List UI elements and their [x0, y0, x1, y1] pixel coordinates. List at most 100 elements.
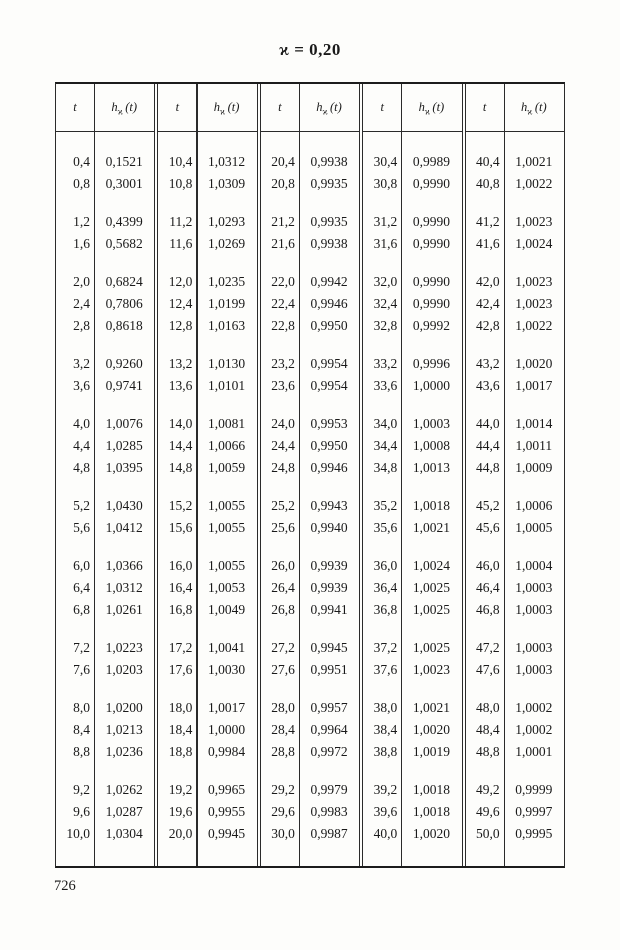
row-group-gap [56, 479, 154, 495]
table-row: 40,4 1,0021 [466, 151, 564, 173]
t-value: 6,0 [73, 558, 90, 573]
h-value: 1,0203 [105, 662, 143, 677]
h-value: 1,0025 [412, 580, 450, 595]
table-row: 3,6 0,9741 [56, 375, 154, 397]
column-headers: t hϰ (t) [56, 84, 155, 132]
table-row: 20,0 0,9945 [158, 823, 256, 845]
t-value: 0,8 [73, 176, 90, 191]
column-body: 20,4 0,9938 20,8 0,9935 21,2 0,9935 21,6 0,9938… [261, 132, 359, 866]
table-row: 10,8 1,0309 [158, 173, 256, 195]
table-row: 10,0 1,0304 [56, 823, 154, 845]
table-row: 11,2 1,0293 [158, 211, 256, 233]
row-group-gap [466, 255, 564, 271]
t-value: 14,8 [168, 460, 193, 475]
h-value: 1,0003 [515, 640, 553, 655]
table-row: 6,4 1,0312 [56, 577, 154, 599]
h-value: 1,0041 [208, 640, 246, 655]
column-headers: t hϰ (t) [465, 84, 565, 132]
t-value: 47,6 [476, 662, 500, 677]
page-number: 726 [54, 878, 76, 894]
table-row: 23,2 0,9954 [261, 353, 359, 375]
h-value: 0,9965 [208, 782, 246, 797]
h-value: 1,0309 [208, 176, 246, 191]
h-value: 0,9953 [310, 416, 348, 431]
table-row: 5,2 1,0430 [56, 495, 154, 517]
h-value: 1,0000 [208, 722, 246, 737]
h-value: 1,0009 [515, 460, 553, 475]
column-divider [298, 84, 300, 866]
t-value: 21,2 [271, 214, 295, 229]
table-row: 7,2 1,0223 [56, 637, 154, 659]
table-row: 28,8 0,9972 [261, 741, 359, 763]
t-value: 22,8 [271, 318, 295, 333]
table-title: ϰ = 0,20 [279, 40, 341, 59]
row-group-gap [261, 397, 359, 413]
table-row: 48,8 1,0001 [466, 741, 564, 763]
h-value: 0,9935 [310, 214, 348, 229]
h-value: 0,9979 [310, 782, 348, 797]
table-row: 12,4 1,0199 [158, 293, 256, 315]
table-row: 18,4 1,0000 [158, 719, 256, 741]
h-value: 1,0163 [208, 318, 246, 333]
t-value: 25,6 [271, 520, 295, 535]
table-row: 42,4 1,0023 [466, 293, 564, 315]
column-divider [401, 84, 403, 866]
t-value: 1,6 [73, 236, 90, 251]
h-value: 1,0004 [515, 558, 553, 573]
table-row: 14,4 1,0066 [158, 435, 256, 457]
table-row: 32,4 0,9990 [363, 293, 461, 315]
h-value: 1,0021 [412, 520, 450, 535]
table-row: 22,0 0,9942 [261, 271, 359, 293]
t-value: 24,4 [271, 438, 295, 453]
h-value: 1,0312 [105, 580, 143, 595]
h-column-header: hϰ (t) [111, 100, 137, 117]
h-value: 1,0055 [208, 520, 246, 535]
h-value: 1,0066 [208, 438, 246, 453]
h-value: 1,0019 [412, 744, 450, 759]
column-group: t hϰ (t) 10,4 1,0312 10,8 1,0309 11,2 1,0293 11,… [158, 84, 257, 866]
h-value: 1,0304 [105, 826, 143, 841]
table-row: 48,4 1,0002 [466, 719, 564, 741]
h-value: 0,9941 [310, 602, 348, 617]
h-value: 1,0412 [105, 520, 143, 535]
h-column-header: hϰ (t) [316, 100, 342, 117]
table-row: 38,8 1,0019 [363, 741, 461, 763]
h-value: 1,0003 [515, 662, 553, 677]
row-group-gap [261, 763, 359, 779]
table-row: 4,8 1,0395 [56, 457, 154, 479]
table-row: 35,6 1,0021 [363, 517, 461, 539]
t-value: 39,6 [373, 804, 398, 819]
row-group-gap [158, 195, 256, 211]
h-value: 1,0001 [515, 744, 553, 759]
t-value: 43,2 [476, 356, 500, 371]
t-value: 10,4 [168, 154, 193, 169]
t-value: 30,0 [271, 826, 295, 841]
t-value: 18,4 [168, 722, 193, 737]
t-value: 40,4 [476, 154, 500, 169]
t-value: 40,0 [373, 826, 398, 841]
t-value: 32,4 [373, 296, 398, 311]
h-value: 0,3001 [105, 176, 143, 191]
row-group-gap [466, 195, 564, 211]
table-row: 25,2 0,9943 [261, 495, 359, 517]
h-value: 1,0008 [412, 438, 450, 453]
h-value: 0,5682 [105, 236, 143, 251]
t-value: 44,0 [476, 416, 500, 431]
row-group-gap [261, 479, 359, 495]
column-group-separator [256, 84, 261, 866]
table-row: 38,4 1,0020 [363, 719, 461, 741]
h-value: 0,9938 [310, 154, 348, 169]
t-value: 42,4 [476, 296, 500, 311]
t-value: 16,8 [168, 602, 193, 617]
table-row: 11,6 1,0269 [158, 233, 256, 255]
table-row: 43,6 1,0017 [466, 375, 564, 397]
t-value: 26,8 [271, 602, 295, 617]
table-row: 30,8 0,9990 [363, 173, 461, 195]
row-group-gap [363, 621, 461, 637]
h-value: 0,9990 [412, 176, 450, 191]
table-row: 10,4 1,0312 [158, 151, 256, 173]
table-row: 7,6 1,0203 [56, 659, 154, 681]
t-value: 32,8 [373, 318, 398, 333]
table-row: 0,8 0,3001 [56, 173, 154, 195]
t-value: 42,8 [476, 318, 500, 333]
